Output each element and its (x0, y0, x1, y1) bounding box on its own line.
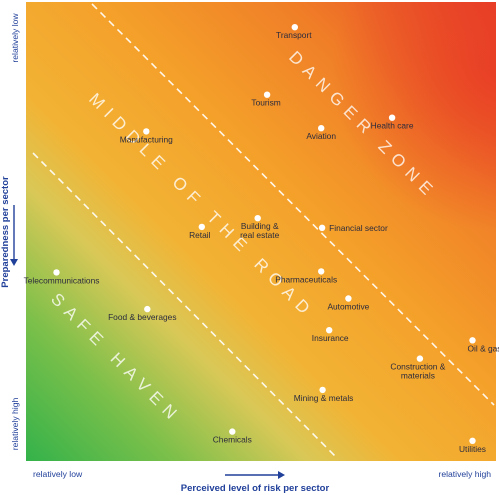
point-construction-and-materials (416, 355, 424, 362)
point-label-telecommunications: Telecommunications (24, 275, 100, 285)
point-food-and-beverages (144, 305, 151, 313)
zone-boundary-safe (32, 152, 339, 460)
point-label-automotive: Automotive (327, 302, 369, 312)
point-chemicals (229, 428, 236, 435)
point-label-construction-and-materials: Construction & materials (390, 362, 445, 381)
point-insurance (326, 327, 333, 334)
point-label-oil-and-gas: Oil & gas (468, 343, 499, 353)
point-label-utilities: Utilities (459, 444, 486, 454)
point-label-mining-and-metals: Mining & metals (294, 393, 354, 403)
x-axis-high-label: relatively high (438, 469, 491, 479)
x-axis-arrow-head (278, 471, 285, 479)
zone-boundary-danger (91, 3, 495, 406)
point-label-chemicals: Chemicals (213, 435, 252, 445)
point-label-manufacturing: Manufacturing (120, 134, 173, 144)
point-health-care (388, 114, 396, 121)
y-axis-top-label: relatively low (10, 13, 20, 63)
point-telecommunications (53, 269, 60, 276)
point-label-food-and-beverages: Food & beverages (108, 312, 176, 322)
point-label-retail: Retail (189, 230, 211, 240)
point-label-aviation: Aviation (306, 131, 336, 141)
danger-hotspot (26, 2, 496, 461)
y-axis: relatively low Preparedness per sector r… (0, 13, 20, 451)
x-axis-title: Perceived level of risk per sector (181, 483, 330, 494)
data-points: Transport Tourism Health care Aviation Manuf… (24, 24, 499, 454)
point-transport (291, 24, 298, 31)
point-aviation (318, 125, 325, 132)
point-label-financial-sector: Financial sector (329, 223, 388, 233)
x-axis: relatively low relatively high Perceived… (33, 469, 491, 494)
point-label-tourism: Tourism (251, 98, 280, 108)
point-label-transport: Transport (276, 30, 312, 40)
point-automotive (345, 295, 352, 302)
point-mining-and-metals (319, 386, 326, 394)
x-axis-low-label: relatively low (33, 469, 83, 479)
point-label-building-and-real-estate: Building & real estate (240, 221, 279, 240)
point-label-insurance: Insurance (312, 333, 349, 343)
point-label-health-care: Health care (371, 121, 414, 131)
point-label-pharmaceuticals: Pharmaceuticals (275, 274, 337, 284)
point-building-and-real-estate (254, 215, 261, 222)
point-retail (198, 223, 205, 231)
y-axis-bottom-label: relatively high (10, 398, 20, 451)
point-tourism (263, 91, 271, 98)
point-pharmaceuticals (318, 268, 325, 275)
point-utilities (469, 437, 476, 444)
point-manufacturing (143, 128, 150, 135)
y-axis-arrow-head (10, 259, 18, 266)
point-financial-sector (318, 224, 326, 231)
point-oil-and-gas (469, 337, 476, 344)
y-axis-title: Preparedness per sector (0, 176, 11, 288)
